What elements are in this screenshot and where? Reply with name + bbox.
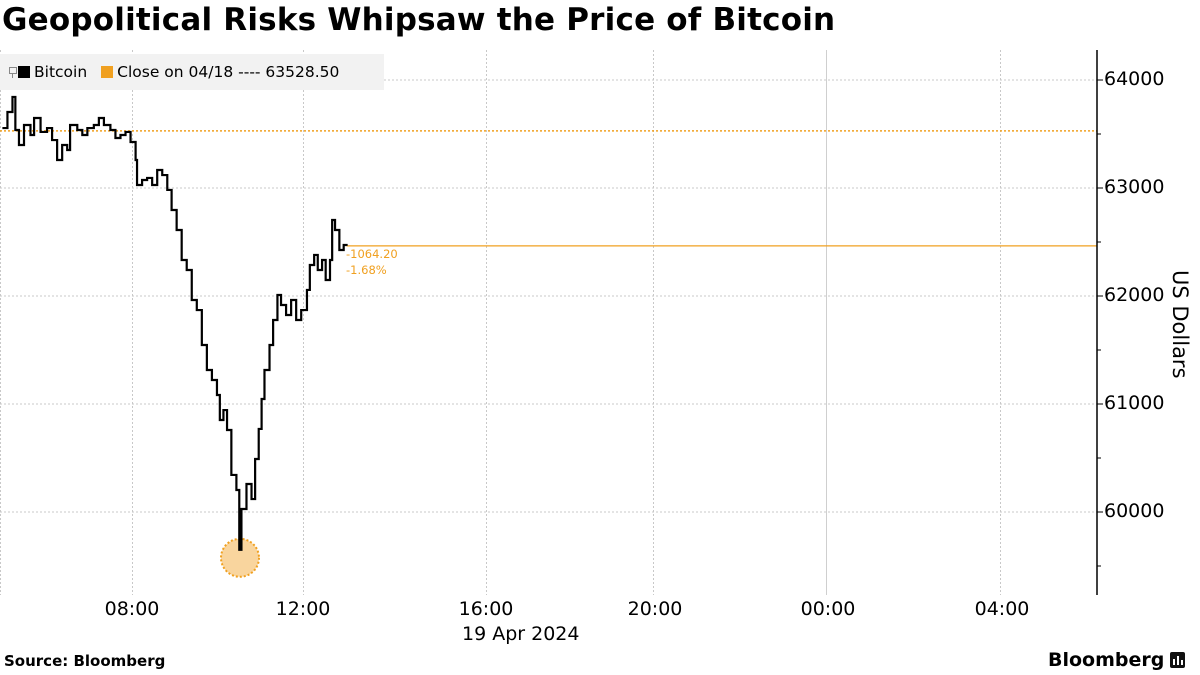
x-tick-label: 20:00 [627,598,683,620]
x-tick-label: 08:00 [104,598,160,620]
legend-label: Bitcoin [34,63,88,81]
legend: Bitcoin Close on 04/18 ---- 63528.50 [0,54,384,90]
x-tick-label: 00:00 [800,598,856,620]
y-tick-label: 61000 [1104,392,1165,414]
close-swatch-icon [101,66,114,78]
bitcoin-swatch-icon [18,66,30,78]
brand-text: Bloomberg [1048,649,1165,671]
y-tick-label: 63000 [1104,176,1165,198]
legend-label: Close on 04/18 ---- 63528.50 [117,63,340,81]
y-axis-title: US Dollars [1168,270,1192,379]
legend-item-bitcoin[interactable]: Bitcoin [18,63,87,81]
bloomberg-logo-icon [1170,652,1186,668]
x-tick-label: 04:00 [974,598,1030,620]
chart-title: Geopolitical Risks Whipsaw the Price of … [2,2,836,38]
y-tick-label: 64000 [1104,68,1165,90]
y-tick-label: 60000 [1104,500,1165,522]
last-change-label: -1064.20 [346,247,398,261]
x-tick-label: 16:00 [458,598,514,620]
date-label: 19 Apr 2024 [462,623,580,645]
last-pct-label: -1.68% [346,263,387,277]
y-axis-ticks [1097,79,1103,567]
legend-item-close[interactable]: Close on 04/18 ---- 63528.50 [101,63,339,81]
bloomberg-brand: Bloomberg [1048,649,1186,671]
gridlines [0,50,1097,595]
legend-collapse-icon[interactable] [8,66,18,78]
source-note: Source: Bloomberg [4,652,166,670]
x-tick-label: 12:00 [275,598,331,620]
y-tick-label: 62000 [1104,284,1165,306]
bitcoin-price-line [2,95,348,551]
